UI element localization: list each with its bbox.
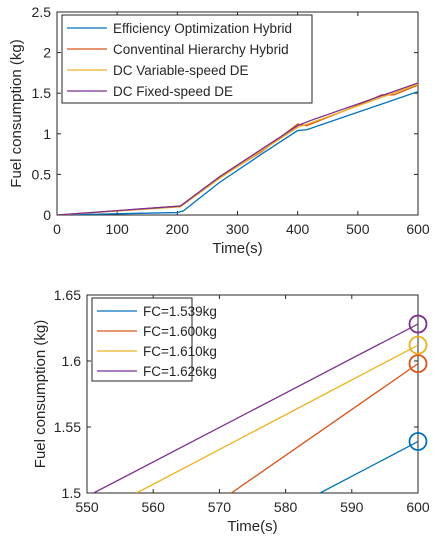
series-end-marker-3 [408,335,428,355]
legend-label-4: DC Fixed-speed DE [113,84,233,99]
x-tick-label: 500 [346,221,370,237]
y-axis-label: Fuel consumption (kg) [8,39,25,187]
x-tick-label: 200 [166,221,190,237]
series-line-3 [57,83,418,215]
y-axis-label: Fuel consumption (kg) [32,320,49,468]
series-end-marker-2 [408,354,428,374]
y-tick-label: 2.5 [32,4,52,20]
bottom-chart: 550 560 570 580 590 600 1.5 1.55 1.6 1.65 Time(s) F… [32,287,430,535]
y-tick-label: 1.65 [54,287,81,303]
series-end-marker-4 [408,314,428,334]
x-tick-label: 400 [286,221,310,237]
y-tick-label: 0 [43,207,51,223]
x-tick-label: 300 [226,221,250,237]
x-tick-label: 550 [75,499,99,515]
legend-label-3: FC=1.610kg [143,344,217,359]
y-tick-label: 2 [43,45,51,61]
series-line-4 [93,323,418,493]
y-tick-label: 1.5 [62,485,82,501]
top-chart: 0 100 200 300 400 500 600 0 0.5 1 1.5 2 2.5 Time(s) Fu… [8,4,430,257]
y-tick-label: 1.5 [32,85,52,101]
x-tick-label: 0 [53,221,61,237]
legend-box [61,14,313,104]
series-line-4 [57,82,418,215]
legend-label-2: Conventinal Hierarchy Hybrid [113,42,289,57]
legend-label-1: Efficiency Optimization Hybrid [113,21,292,36]
y-tick-label: 1.6 [62,353,82,369]
legend-label-1: FC=1.539kg [143,304,217,319]
x-axis-label: Time(s) [212,240,262,257]
legend-box [91,297,193,382]
legend-label-4: FC=1.626kg [143,364,217,379]
x-tick-label: 600 [406,499,430,515]
legend-label-3: DC Variable-speed DE [113,63,249,78]
y-tick-label: 1.55 [54,419,81,435]
series-line-2 [230,363,418,493]
y-tick-label: 1 [43,126,51,142]
series-end-marker-1 [408,432,428,451]
x-tick-label: 590 [340,499,364,515]
y-tick-label: 0.5 [32,166,52,182]
series-line-1 [319,440,418,493]
x-tick-label: 560 [142,499,166,515]
series-line-1 [57,90,418,215]
series-line-3 [136,344,418,493]
legend-label-2: FC=1.600kg [143,324,217,339]
x-tick-label: 580 [274,499,298,515]
x-tick-label: 100 [105,221,129,237]
x-tick-label: 600 [406,221,430,237]
x-tick-label: 570 [208,499,232,515]
x-axis-label: Time(s) [227,518,277,535]
